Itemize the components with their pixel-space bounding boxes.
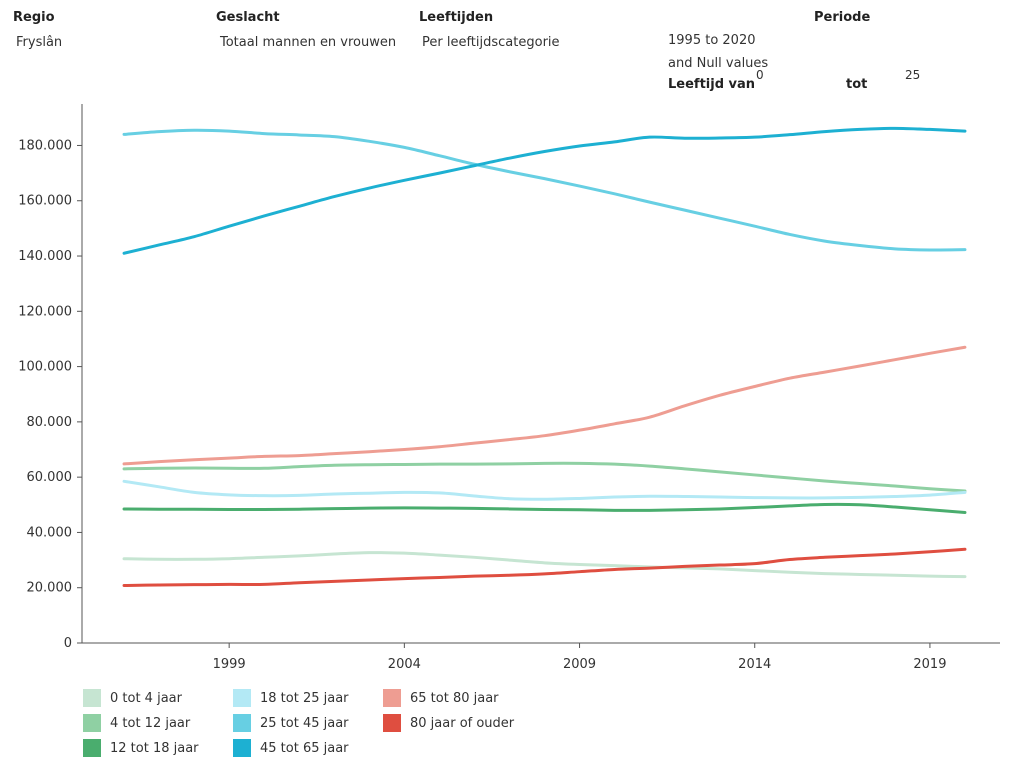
- tot-value: 25: [905, 68, 921, 82]
- legend-swatch: [233, 739, 251, 757]
- legend-swatch: [383, 714, 401, 732]
- x-tick-label: 1999: [213, 657, 246, 672]
- legend-item-65-tot-80[interactable]: 65 tot 80 jaar: [383, 688, 499, 708]
- y-tick-label: 60.000: [27, 470, 73, 485]
- series-line-80-jaar-of-ouder[interactable]: [122, 547, 967, 588]
- series-line-12-tot-18-jaar[interactable]: [122, 502, 967, 515]
- legend-swatch: [233, 689, 251, 707]
- tot-label: tot: [846, 77, 868, 92]
- series-lines: [122, 126, 967, 588]
- legend-item-25-tot-45[interactable]: 25 tot 45 jaar: [233, 713, 349, 733]
- leeftijden-value: Per leeftijdscategorie: [422, 35, 560, 50]
- leeftijd-van-label: Leeftijd van: [668, 77, 756, 92]
- legend-item-80-of-ouder[interactable]: 80 jaar of ouder: [383, 713, 514, 733]
- line-chart: 0 20.000 40.000 60.000 80.000 100.000 120.000 1…: [18, 104, 1000, 672]
- x-tick-label: 2009: [563, 657, 596, 672]
- periode-value: 1995 to 2020: [668, 33, 756, 48]
- series-line-4-tot-12-jaar[interactable]: [122, 461, 967, 493]
- y-tick-label: 100.000: [18, 360, 72, 375]
- periode-label: Periode: [814, 10, 871, 25]
- legend-label: 80 jaar of ouder: [410, 715, 515, 731]
- y-tick-label: 120.000: [18, 304, 72, 319]
- regio-value: Fryslân: [16, 35, 63, 50]
- x-tick-label: 2014: [738, 657, 771, 672]
- legend-label: 18 tot 25 jaar: [260, 690, 349, 706]
- legend-label: 4 tot 12 jaar: [110, 715, 191, 731]
- y-tick-label: 20.000: [27, 581, 73, 596]
- y-axis-ticks: 0 20.000 40.000 60.000 80.000 100.000 120.000 1…: [18, 138, 82, 651]
- legend-label: 45 tot 65 jaar: [260, 740, 349, 756]
- legend-label: 0 tot 4 jaar: [110, 690, 182, 706]
- leeftijd-van-value: 0: [756, 68, 764, 82]
- legend-label: 25 tot 45 jaar: [260, 715, 349, 731]
- geslacht-value: Totaal mannen en vrouwen: [220, 35, 397, 50]
- legend-item-4-tot-12[interactable]: 4 tot 12 jaar: [83, 713, 190, 733]
- leeftijden-label: Leeftijden: [419, 10, 494, 25]
- legend-swatch: [233, 714, 251, 732]
- y-tick-label: 160.000: [18, 194, 72, 209]
- legend-swatch: [383, 689, 401, 707]
- legend-item-12-tot-18[interactable]: 12 tot 18 jaar: [83, 738, 199, 758]
- legend-label: 12 tot 18 jaar: [110, 740, 199, 756]
- y-tick-label: 40.000: [27, 525, 73, 540]
- y-tick-label: 180.000: [18, 138, 72, 153]
- legend-item-18-tot-25[interactable]: 18 tot 25 jaar: [233, 688, 349, 708]
- regio-label: Regio: [13, 10, 55, 25]
- x-tick-label: 2004: [388, 657, 421, 672]
- legend-label: 65 tot 80 jaar: [410, 690, 499, 706]
- chart-axes: [81, 104, 1000, 644]
- series-line-0-tot-4-jaar[interactable]: [122, 551, 967, 579]
- legend-swatch: [83, 739, 101, 757]
- legend-swatch: [83, 714, 101, 732]
- legend-item-0-tot-4[interactable]: 0 tot 4 jaar: [83, 688, 182, 708]
- x-tick-label: 2019: [913, 657, 946, 672]
- x-axis-ticks: 1999 2004 2009 2014 2019: [213, 643, 946, 672]
- legend-swatch: [83, 689, 101, 707]
- series-line-65-tot-80-jaar[interactable]: [122, 345, 967, 466]
- series-line-18-tot-25-jaar[interactable]: [122, 479, 967, 501]
- y-tick-label: 0: [64, 636, 72, 651]
- series-line-25-tot-45-jaar[interactable]: [122, 128, 967, 252]
- geslacht-label: Geslacht: [216, 10, 280, 25]
- series-line-45-tot-65-jaar[interactable]: [122, 126, 967, 255]
- y-tick-label: 80.000: [27, 415, 73, 430]
- legend-item-45-tot-65[interactable]: 45 tot 65 jaar: [233, 738, 349, 758]
- y-tick-label: 140.000: [18, 249, 72, 264]
- periode-null-values: and Null values: [668, 56, 769, 71]
